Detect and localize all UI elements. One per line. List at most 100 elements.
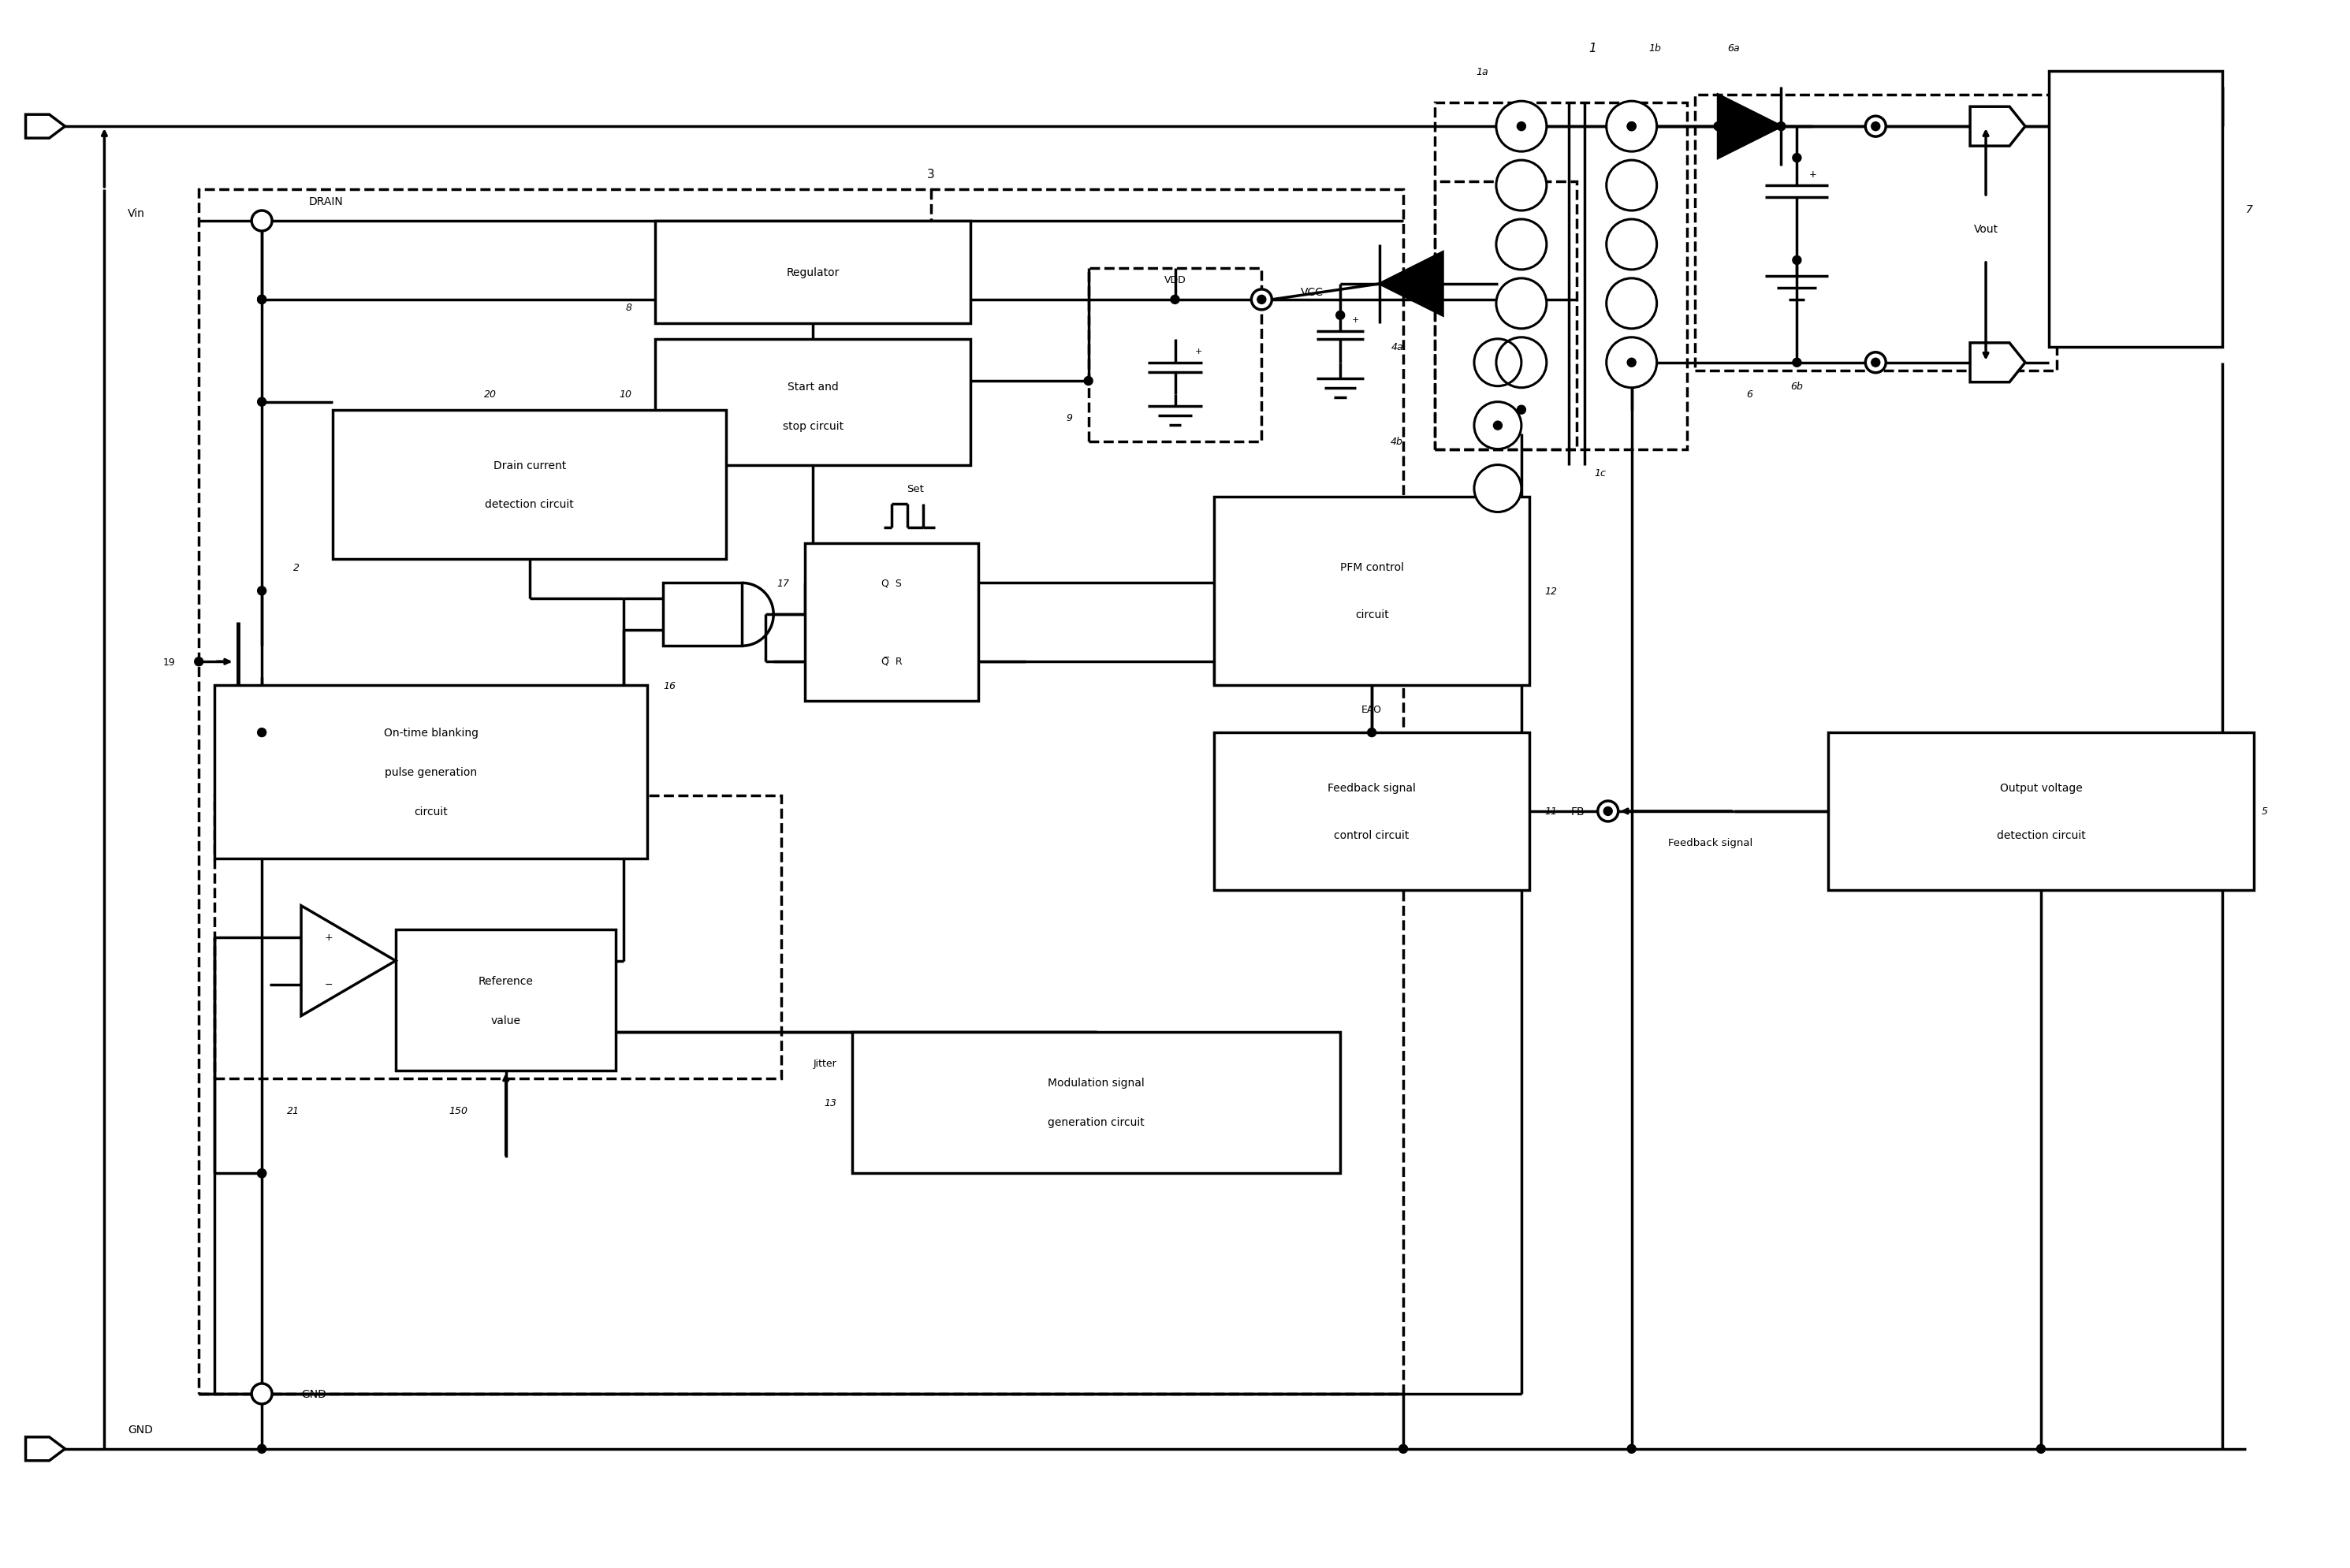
Text: Regulator: Regulator [787,267,839,278]
Text: On-time blanking: On-time blanking [383,728,479,739]
Text: 1: 1 [1589,42,1596,55]
Text: −: − [324,980,334,989]
Text: Drain current: Drain current [494,459,566,470]
Bar [663,583,743,646]
Circle shape [1497,220,1546,270]
Text: +: + [1351,315,1361,323]
Circle shape [258,729,266,737]
Circle shape [1473,339,1520,387]
Circle shape [1518,122,1525,132]
Polygon shape [1969,107,2026,147]
Circle shape [251,1383,273,1403]
Circle shape [1607,337,1657,389]
Circle shape [1497,279,1546,329]
Bar [656,221,971,323]
Text: Start and: Start and [787,381,839,392]
Polygon shape [1718,96,1781,158]
Circle shape [1337,312,1344,320]
Circle shape [1793,257,1800,265]
Text: Output voltage: Output voltage [2000,782,2082,793]
Text: 9: 9 [1067,412,1072,423]
Text: 12: 12 [1544,586,1558,596]
Bar [395,930,616,1071]
Text: Jitter: Jitter [813,1058,837,1068]
Text: 6b: 6b [1791,381,1802,392]
Circle shape [1497,337,1546,389]
Polygon shape [26,1438,66,1461]
Circle shape [1607,220,1657,270]
Text: Modulation signal: Modulation signal [1048,1077,1144,1088]
Circle shape [1170,296,1180,304]
Text: detection circuit: detection circuit [484,499,573,510]
Text: PFM control: PFM control [1340,561,1403,574]
Bar [1828,732,2254,891]
Circle shape [2037,1444,2045,1454]
Circle shape [1398,1444,1408,1454]
Circle shape [1871,122,1880,132]
Text: +: + [1810,169,1817,179]
Text: 4a: 4a [1391,342,1403,353]
Text: circuit: circuit [414,806,449,817]
Text: 17: 17 [776,579,790,588]
Circle shape [1497,102,1546,152]
Bar [214,685,649,859]
Circle shape [1607,279,1657,329]
Text: 8: 8 [625,303,632,314]
Text: Set: Set [907,485,924,494]
Text: 19: 19 [162,657,176,666]
Text: pulse generation: pulse generation [385,767,477,778]
Text: 2: 2 [294,563,298,572]
Text: DRAIN: DRAIN [310,196,343,207]
Text: +: + [324,933,334,942]
Text: 6: 6 [1746,389,1753,400]
Circle shape [1871,359,1880,367]
Bar [656,339,971,466]
Circle shape [1777,122,1786,132]
Bar [214,797,783,1079]
Circle shape [251,212,273,232]
Text: +: + [1194,347,1203,356]
Circle shape [1497,162,1546,212]
Text: FB: FB [1570,806,1584,817]
Text: 20: 20 [484,389,496,400]
Text: 11: 11 [1544,806,1558,817]
Text: generation circuit: generation circuit [1048,1116,1144,1127]
Bar [853,1032,1340,1173]
Text: control circuit: control circuit [1335,829,1410,840]
Text: Reference: Reference [479,975,533,986]
Circle shape [1866,116,1885,138]
Text: Vin: Vin [127,209,146,220]
Bar [1215,497,1530,685]
Text: 3: 3 [928,168,935,180]
Text: Q̅  R: Q̅ R [881,657,902,666]
Text: 150: 150 [449,1105,468,1116]
Polygon shape [301,906,395,1016]
Bar [806,544,978,701]
Circle shape [1083,376,1093,386]
Circle shape [195,657,202,666]
Text: detection circuit: detection circuit [1998,829,2084,840]
Circle shape [1607,162,1657,212]
Bar [1694,96,2056,372]
Circle shape [1793,359,1800,367]
Polygon shape [1379,252,1443,315]
Circle shape [1473,466,1520,513]
Circle shape [258,1444,266,1454]
Text: 10: 10 [618,389,632,400]
Text: GND: GND [301,1388,327,1399]
Text: Feedback signal: Feedback signal [1668,837,1753,848]
Bar [2049,72,2223,347]
Text: 7: 7 [2247,204,2254,215]
Circle shape [1793,154,1800,163]
Circle shape [1607,102,1657,152]
Text: GND: GND [127,1424,153,1435]
Text: 13: 13 [825,1098,837,1107]
Text: 1a: 1a [1476,67,1488,77]
Bar [1436,182,1577,450]
Circle shape [1368,729,1377,737]
Circle shape [258,296,266,304]
Text: 16: 16 [663,681,677,691]
Text: value: value [491,1014,522,1025]
Bar [334,411,726,560]
Text: EAO: EAO [1361,704,1382,715]
